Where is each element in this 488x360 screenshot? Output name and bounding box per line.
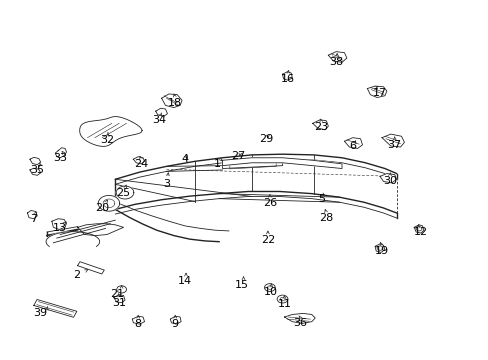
Polygon shape (222, 160, 282, 168)
Polygon shape (284, 314, 315, 323)
Polygon shape (52, 219, 66, 229)
Polygon shape (30, 168, 41, 175)
Polygon shape (30, 157, 41, 165)
Polygon shape (413, 225, 423, 233)
Text: 11: 11 (277, 299, 291, 309)
Circle shape (82, 116, 92, 123)
Text: 6: 6 (348, 141, 356, 151)
Circle shape (277, 295, 287, 303)
Text: 30: 30 (382, 176, 396, 186)
Polygon shape (132, 316, 144, 324)
Circle shape (122, 138, 131, 145)
Polygon shape (344, 138, 362, 148)
Text: 4: 4 (181, 154, 188, 164)
Text: 24: 24 (134, 159, 148, 169)
Text: 39: 39 (34, 309, 48, 318)
Polygon shape (46, 231, 100, 249)
Polygon shape (27, 211, 37, 219)
Text: 29: 29 (259, 134, 273, 144)
Polygon shape (170, 316, 181, 324)
Polygon shape (55, 148, 66, 158)
Polygon shape (156, 108, 167, 116)
Text: 21: 21 (109, 289, 123, 299)
Polygon shape (78, 262, 104, 274)
Text: 25: 25 (116, 188, 130, 198)
Circle shape (102, 142, 112, 149)
Polygon shape (379, 174, 396, 183)
Polygon shape (114, 295, 125, 303)
Text: 36: 36 (293, 318, 307, 328)
Polygon shape (282, 72, 292, 80)
Text: 20: 20 (95, 203, 109, 213)
Polygon shape (374, 244, 384, 252)
Polygon shape (222, 158, 341, 168)
Text: 13: 13 (53, 224, 67, 233)
Polygon shape (78, 224, 123, 235)
Text: 38: 38 (328, 57, 343, 67)
Circle shape (130, 127, 140, 134)
Text: 15: 15 (235, 280, 248, 290)
Text: 27: 27 (231, 150, 245, 161)
Polygon shape (133, 157, 144, 164)
Text: 10: 10 (264, 287, 278, 297)
Text: 31: 31 (111, 298, 125, 308)
Circle shape (74, 127, 84, 134)
Text: 26: 26 (262, 198, 276, 208)
Text: 2: 2 (73, 270, 80, 280)
Text: 33: 33 (53, 153, 67, 163)
Circle shape (122, 116, 131, 123)
Text: 28: 28 (319, 213, 333, 222)
Text: 35: 35 (30, 165, 44, 175)
Text: 5: 5 (317, 194, 325, 204)
Text: 32: 32 (100, 135, 114, 145)
Polygon shape (116, 186, 134, 199)
Polygon shape (366, 86, 386, 98)
Text: 37: 37 (387, 140, 401, 150)
Polygon shape (161, 94, 182, 108)
Text: 17: 17 (372, 88, 386, 98)
Text: 12: 12 (413, 227, 427, 237)
Text: 8: 8 (134, 319, 142, 329)
Circle shape (264, 284, 275, 292)
Circle shape (82, 138, 92, 145)
Polygon shape (328, 51, 346, 62)
Circle shape (102, 112, 112, 119)
Polygon shape (312, 120, 328, 130)
Text: 19: 19 (374, 246, 388, 256)
Polygon shape (80, 117, 142, 147)
Polygon shape (98, 195, 120, 211)
Text: 1: 1 (214, 159, 221, 169)
Text: 9: 9 (171, 319, 179, 329)
Text: 23: 23 (314, 122, 328, 132)
Text: 3: 3 (163, 179, 170, 189)
Text: 14: 14 (178, 276, 192, 286)
Text: 34: 34 (152, 115, 166, 125)
Polygon shape (381, 134, 404, 147)
Text: 16: 16 (280, 74, 294, 84)
Polygon shape (34, 300, 77, 317)
Text: 22: 22 (260, 235, 274, 245)
Text: 18: 18 (168, 98, 182, 108)
Text: 7: 7 (30, 214, 38, 224)
Circle shape (117, 286, 126, 293)
